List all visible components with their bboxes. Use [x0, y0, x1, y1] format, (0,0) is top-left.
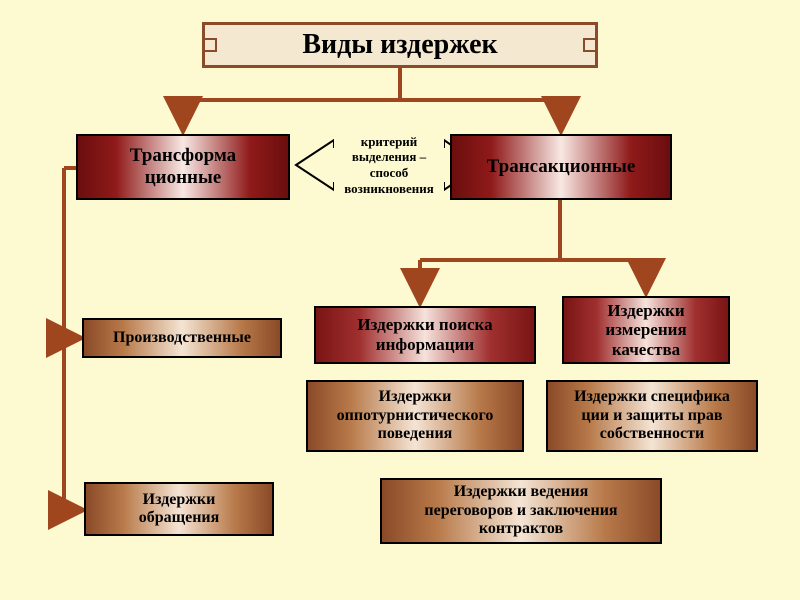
- node-quality-label: Издержкиизмерениякачества: [605, 301, 686, 360]
- node-negotiation-label: Издержки веденияпереговоров и заключения…: [424, 483, 617, 538]
- node-production-label: Производственные: [113, 329, 251, 347]
- criteria-box: критерийвыделения –способвозникновения: [334, 133, 444, 197]
- title-box: Виды издержек: [202, 22, 598, 68]
- node-protection: Издержки спецификации и защиты прав собс…: [546, 380, 758, 452]
- node-search-label: Издержки поискаинформации: [357, 315, 492, 354]
- node-transform: Трансформационные: [76, 134, 290, 200]
- criteria-label: критерийвыделения –способвозникновения: [344, 134, 434, 196]
- node-search: Издержки поискаинформации: [314, 306, 536, 364]
- node-transact: Трансакционные: [450, 134, 672, 200]
- node-circulation-label: Издержкиобращения: [139, 491, 220, 528]
- node-quality: Издержкиизмерениякачества: [562, 296, 730, 364]
- title-text: Виды издержек: [302, 29, 497, 61]
- node-negotiation: Издержки веденияпереговоров и заключения…: [380, 478, 662, 544]
- node-transform-label: Трансформационные: [130, 145, 236, 189]
- node-production: Производственные: [82, 318, 282, 358]
- node-opportunistic-label: Издержкиоппотурнистическогоповедения: [337, 388, 494, 443]
- node-circulation: Издержкиобращения: [84, 482, 274, 536]
- node-transact-label: Трансакционные: [487, 156, 636, 178]
- node-protection-label: Издержки спецификации и защиты прав собс…: [574, 388, 730, 443]
- node-opportunistic: Издержкиоппотурнистическогоповедения: [306, 380, 524, 452]
